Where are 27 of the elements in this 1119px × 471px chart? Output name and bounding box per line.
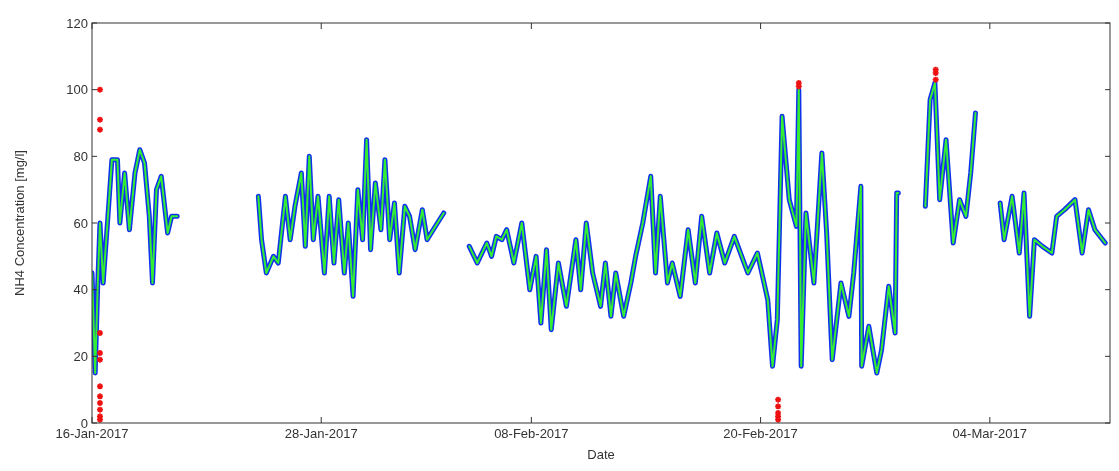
x-axis-title: Date <box>587 447 615 462</box>
y-tick-label: 20 <box>73 348 88 364</box>
point <box>931 75 940 84</box>
point <box>96 405 104 414</box>
point <box>96 399 104 407</box>
y-tick-label: 40 <box>73 282 88 298</box>
x-tick-label: 04-Mar-2017 <box>952 426 1028 441</box>
y-axis-title: NH4 Concentration [mg/l] <box>12 150 27 296</box>
y-tick-label: 100 <box>66 82 88 98</box>
point <box>96 115 104 124</box>
x-tick-label: 08-Feb-2017 <box>494 426 569 441</box>
point <box>794 79 803 87</box>
point <box>96 329 104 337</box>
x-tick-label: 28-Jan-2017 <box>284 426 358 441</box>
x-tick-label: 20-Feb-2017 <box>723 426 798 441</box>
y-tick-label: 120 <box>66 15 88 31</box>
point <box>96 349 104 357</box>
point <box>774 395 782 404</box>
point <box>931 69 940 77</box>
point <box>774 402 782 411</box>
point <box>96 355 104 364</box>
point <box>96 392 104 401</box>
y-tick-label: 60 <box>73 215 88 231</box>
point <box>96 85 104 94</box>
y-tick-label: 80 <box>73 148 88 164</box>
point <box>96 382 104 391</box>
point <box>96 125 104 134</box>
